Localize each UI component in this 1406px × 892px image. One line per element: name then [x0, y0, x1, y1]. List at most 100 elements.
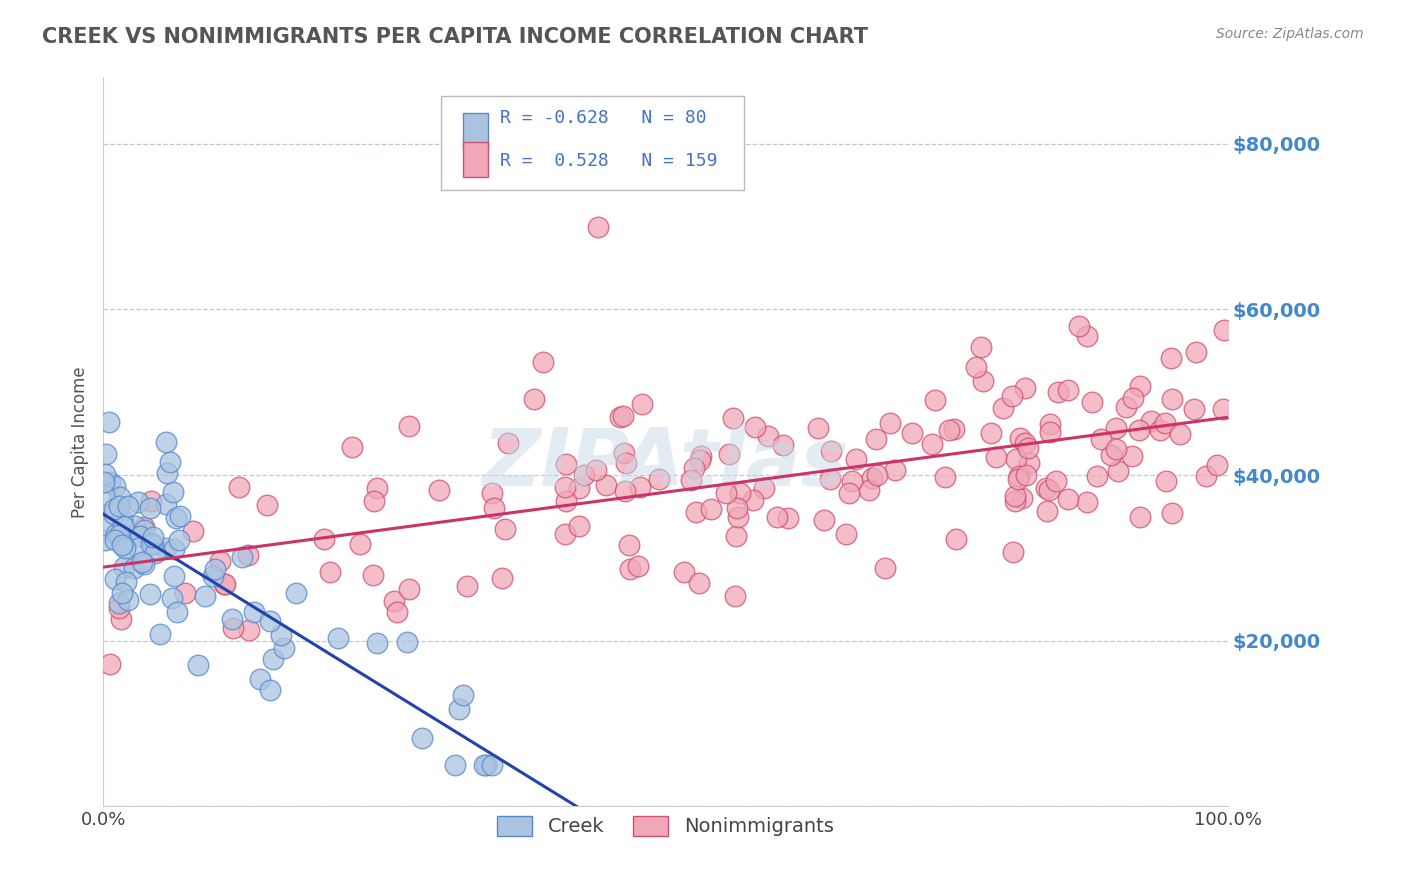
Point: [111, 586, 134, 600]
Text: R = -0.628   N = 80: R = -0.628 N = 80: [501, 109, 707, 127]
Point: [1057, 491, 1080, 506]
Point: [115, 575, 138, 590]
Point: [411, 731, 433, 746]
Point: [993, 401, 1015, 416]
Point: [160, 591, 183, 605]
Point: [103, 501, 125, 516]
FancyBboxPatch shape: [463, 113, 488, 148]
Point: [1018, 456, 1040, 470]
Point: [165, 510, 187, 524]
Point: [496, 435, 519, 450]
Point: [382, 594, 405, 608]
Point: [858, 483, 880, 498]
Point: [1017, 441, 1039, 455]
Point: [249, 672, 271, 686]
Point: [1002, 545, 1025, 559]
Point: [155, 541, 177, 556]
Point: [682, 460, 704, 475]
Point: [699, 501, 721, 516]
Point: [93, 467, 115, 481]
Point: [1099, 448, 1122, 462]
Point: [688, 575, 710, 590]
Point: [124, 519, 146, 533]
Point: [555, 494, 578, 508]
Point: [934, 470, 956, 484]
Point: [202, 569, 225, 583]
Point: [104, 533, 127, 548]
Point: [163, 569, 186, 583]
Point: [554, 480, 576, 494]
Point: [108, 600, 131, 615]
Point: [1140, 413, 1163, 427]
Point: [93, 517, 115, 532]
Point: [884, 463, 907, 477]
Point: [491, 571, 513, 585]
Point: [1182, 402, 1205, 417]
Point: [972, 374, 994, 388]
Point: [1107, 464, 1129, 478]
Point: [93, 487, 115, 501]
Point: [166, 605, 188, 619]
Point: [555, 458, 578, 472]
Point: [155, 434, 177, 449]
Point: [835, 527, 858, 541]
Point: [744, 420, 766, 434]
Point: [965, 360, 987, 375]
Point: [820, 444, 842, 458]
Point: [273, 641, 295, 656]
Point: [1039, 425, 1062, 439]
Point: [481, 758, 503, 772]
Point: [866, 467, 889, 482]
Point: [1195, 468, 1218, 483]
Point: [724, 589, 747, 603]
Point: [472, 758, 495, 772]
Point: [139, 536, 162, 550]
Point: [778, 511, 800, 525]
Point: [104, 526, 127, 541]
Point: [208, 554, 231, 568]
Point: [181, 524, 204, 539]
Point: [595, 478, 617, 492]
Point: [681, 473, 703, 487]
Point: [94, 448, 117, 462]
Point: [1069, 318, 1091, 333]
Point: [94, 533, 117, 547]
Point: [879, 416, 901, 430]
Point: [398, 419, 420, 434]
Point: [568, 481, 591, 495]
Point: [138, 586, 160, 600]
Point: [228, 480, 250, 494]
Point: [1115, 401, 1137, 415]
Point: [727, 510, 749, 524]
Point: [114, 541, 136, 556]
Point: [1046, 385, 1069, 400]
Point: [1122, 391, 1144, 405]
Point: [813, 513, 835, 527]
Point: [673, 565, 696, 579]
Point: [256, 498, 278, 512]
Point: [107, 528, 129, 542]
Point: [754, 481, 776, 495]
Point: [1160, 506, 1182, 520]
Point: [451, 688, 474, 702]
Point: [482, 501, 505, 516]
Point: [475, 758, 498, 772]
Point: [875, 561, 897, 575]
Point: [586, 219, 609, 234]
Point: [214, 576, 236, 591]
Point: [122, 561, 145, 575]
Point: [162, 485, 184, 500]
Point: [98, 415, 121, 429]
Point: [1039, 417, 1062, 432]
Point: [523, 392, 546, 407]
Point: [259, 614, 281, 628]
Point: [1161, 392, 1184, 407]
Point: [98, 475, 121, 489]
Point: [111, 518, 134, 533]
Point: [262, 651, 284, 665]
Point: [628, 479, 651, 493]
Point: [143, 546, 166, 560]
Point: [1005, 452, 1028, 467]
Point: [924, 393, 946, 408]
Point: [1008, 469, 1031, 483]
